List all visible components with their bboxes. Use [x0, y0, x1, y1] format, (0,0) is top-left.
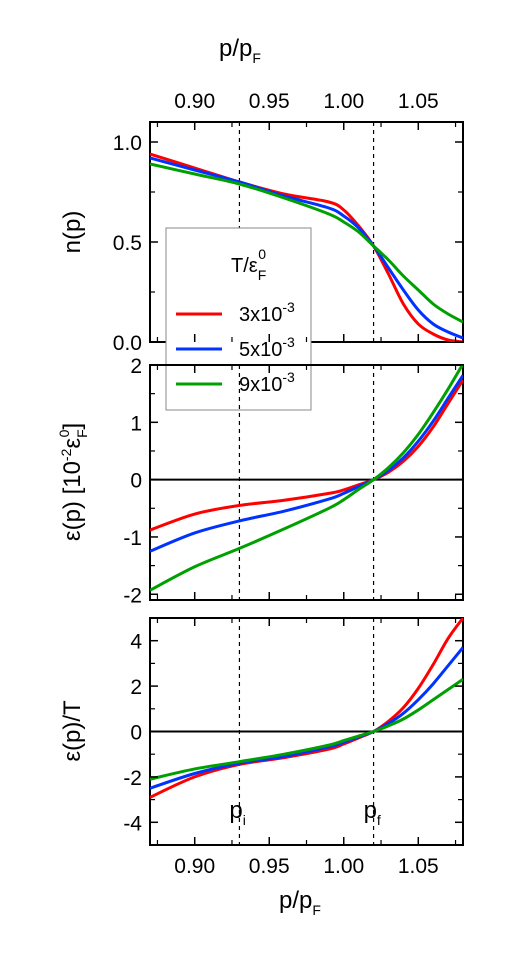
y-tick-label: -2: [123, 584, 142, 607]
y-tick-label: 1: [130, 412, 142, 435]
x-tick-label: 1.00: [323, 855, 364, 878]
bottom-x-ticks: 0.90 0.95 1.00 1.05: [174, 855, 438, 878]
y-tick-label: 4: [130, 631, 142, 654]
y-tick-label: 1.0: [113, 132, 142, 155]
y-tick-label: 0: [130, 722, 142, 745]
legend-title: T/εF0: [231, 246, 266, 283]
y-ticks: -2 -1 0 1 2: [123, 355, 463, 607]
top-x-tick-label: 0.90: [174, 90, 215, 113]
y-tick-label: -2: [123, 767, 142, 790]
bottom-x-axis-title: p/pF: [279, 887, 321, 918]
series-group: [150, 152, 463, 342]
x-ticks: [156, 618, 457, 845]
y-axis-title: ε(p)/T: [59, 700, 86, 762]
series-line-green: [150, 365, 463, 592]
y-axis-title: n(p): [59, 211, 86, 254]
y-tick-label: -4: [123, 812, 142, 835]
x-ticks: [156, 122, 457, 342]
annotations: pi pf: [229, 797, 381, 828]
legend-label-red: 3x10-3: [239, 299, 295, 326]
panel-epsilon: -2 -1 0 1 2 ε(p) [10-2εF0]: [56, 355, 464, 607]
series-line-blue: [150, 156, 463, 340]
y-tick-label: 2: [130, 676, 142, 699]
y-axis-title: ε(p) [10-2εF0]: [56, 423, 90, 541]
y-ticks: -4 -2 0 2 4: [123, 631, 463, 835]
top-x-ticks: 0.90 0.95 1.00 1.05: [174, 90, 438, 113]
annotation-pf: pf: [364, 797, 381, 828]
y-tick-label: 2: [130, 355, 142, 378]
x-tick-label: 1.05: [398, 855, 439, 878]
legend: T/εF0 3x10-3 5x10-3 9x10-3: [165, 227, 312, 411]
series-line-green: [150, 678, 463, 781]
y-tick-label: -1: [123, 527, 142, 550]
panel-n-of-p: 0.0 0.5 1.0 0.90 0.95 1.00 1.05 n(p) T/εF0 3x…: [59, 90, 464, 411]
legend-label-blue: 5x10-3: [239, 334, 295, 361]
y-tick-label: 0: [130, 470, 142, 493]
y-tick-label: 0.5: [113, 232, 142, 255]
top-x-tick-label: 0.95: [249, 90, 290, 113]
dashed-lines: [238, 365, 375, 600]
legend-label-green: 9x10-3: [239, 369, 295, 396]
x-ticks: [156, 365, 457, 600]
top-x-tick-label: 1.05: [398, 90, 439, 113]
annotation-pi: pi: [229, 797, 245, 828]
series-group: [150, 618, 463, 799]
y-tick-label: 0.0: [113, 332, 142, 355]
series-line-green: [150, 162, 463, 324]
legend-box: [165, 227, 312, 411]
top-x-axis-title: p/pF: [219, 35, 261, 66]
series-group: [150, 365, 463, 592]
panel-epsilon-over-t: -4 -2 0 2 4 0.90 0.95 1.00 1.05 pi pf ε(p)/T: [59, 617, 464, 878]
top-x-tick-label: 1.00: [323, 90, 364, 113]
x-tick-label: 0.90: [174, 855, 215, 878]
y-ticks: 0.0 0.5 1.0: [113, 132, 463, 355]
x-tick-label: 0.95: [249, 855, 290, 878]
series-line-red: [150, 618, 463, 799]
